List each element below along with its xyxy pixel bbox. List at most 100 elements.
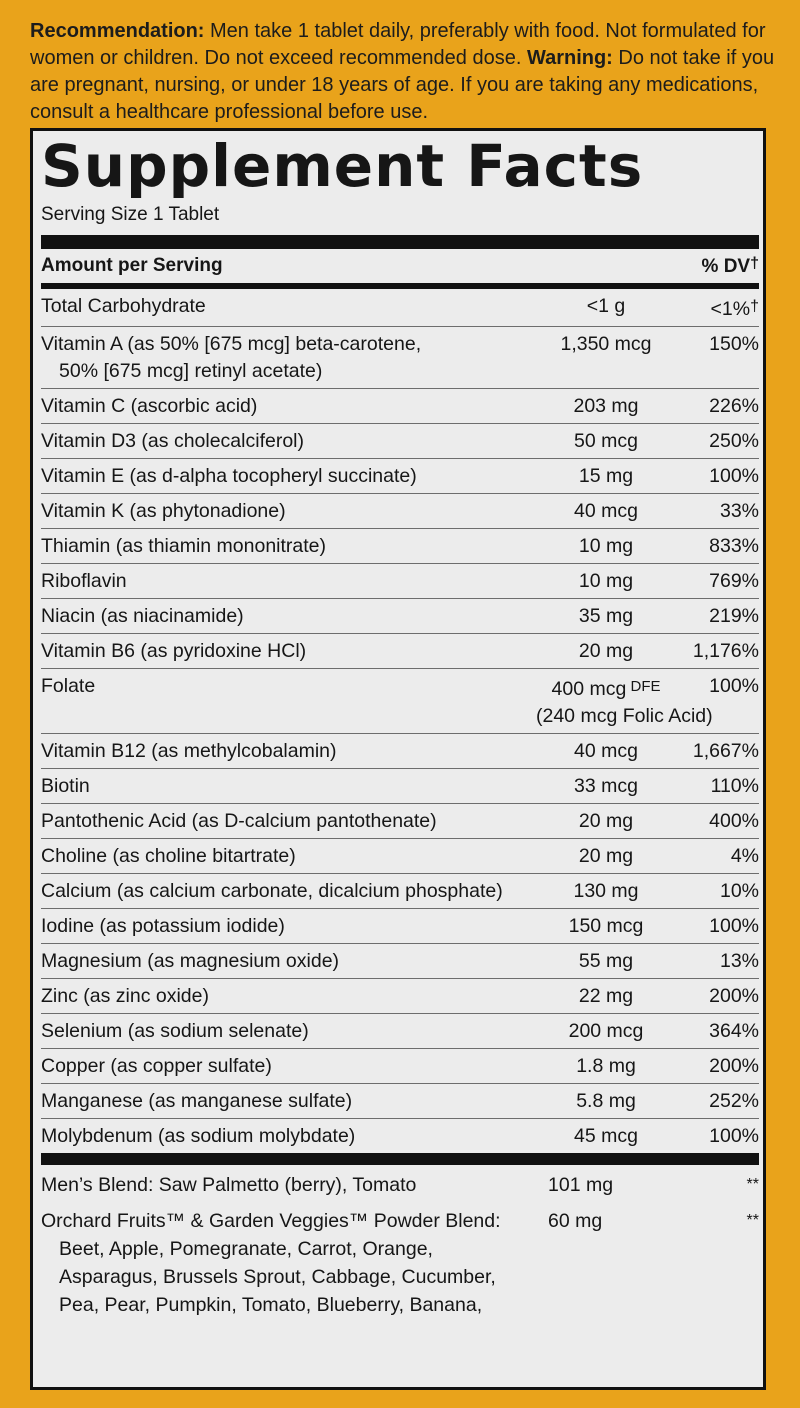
nutrient-amount-text: 20 mg: [578, 845, 634, 867]
nutrient-dv: 100%: [676, 673, 759, 730]
nutrient-name-text: Vitamin D3 (as cholecalciferol): [41, 430, 304, 452]
nutrient-dv-text: 250%: [709, 430, 759, 452]
nutrient-dv: 219%: [676, 603, 759, 630]
nutrient-name-text: Iodine (as potassium iodide): [41, 915, 285, 937]
nutrient-name: Choline (as choline bitartrate): [41, 843, 536, 870]
nutrient-dv-text: 4%: [730, 845, 759, 867]
nutrient-name: Total Carbohydrate: [41, 293, 536, 323]
blend-dv: **: [746, 1212, 759, 1229]
nutrient-amount: <1 g: [536, 293, 676, 323]
recommendation-label: Recommendation:: [30, 20, 205, 42]
nutrient-amount: 10 mg: [536, 533, 676, 560]
nutrient-dv-text: 100%: [709, 465, 759, 487]
recommendation-note: Recommendation: Men take 1 tablet daily,…: [30, 18, 780, 126]
nutrient-name-text: Total Carbohydrate: [41, 295, 206, 317]
nutrient-dv: 200%: [676, 983, 759, 1010]
nutrient-row: Vitamin B12 (as methylcobalamin) 40 mcg 1,…: [41, 734, 759, 769]
nutrient-amount-text: 33 mcg: [574, 775, 638, 797]
nutrient-name: Molybdenum (as sodium molybdate): [41, 1123, 536, 1150]
nutrient-name: Copper (as copper sulfate): [41, 1053, 536, 1080]
nutrient-dv-text: 10%: [719, 880, 759, 902]
nutrient-row: Folate 400 mcg DFE (240 mcg Folic Acid) 100…: [41, 669, 759, 734]
nutrient-amount: 200 mcg: [536, 1018, 676, 1045]
nutrient-dv: 110%: [676, 773, 759, 800]
nutrient-dv-text: 364%: [709, 1020, 759, 1042]
nutrient-dv: 33%: [676, 498, 759, 525]
nutrient-row: Zinc (as zinc oxide) 22 mg 200%: [41, 979, 759, 1014]
nutrient-name-text: Molybdenum (as sodium molybdate): [41, 1125, 356, 1147]
nutrient-name-continued: 50% [675 mcg] retinyl acetate): [59, 360, 323, 382]
nutrient-name-text: Riboflavin: [41, 570, 127, 592]
nutrient-amount-text: 15 mg: [578, 465, 634, 487]
nutrient-amount: 1,350 mcg: [536, 331, 676, 385]
nutrient-dv: 364%: [676, 1018, 759, 1045]
nutrient-amount-text: 1,350 mcg: [560, 333, 652, 355]
nutrient-amount: 33 mcg: [536, 773, 676, 800]
nutrient-name: Selenium (as sodium selenate): [41, 1018, 536, 1045]
nutrient-row: Copper (as copper sulfate) 1.8 mg 200%: [41, 1049, 759, 1084]
nutrient-dv-text: 200%: [709, 1055, 759, 1077]
nutrient-row: Vitamin E (as d-alpha tocopheryl succina…: [41, 459, 759, 494]
nutrient-name-text: Thiamin (as thiamin mononitrate): [41, 535, 327, 557]
nutrient-name-text: Vitamin B12 (as methylcobalamin): [41, 740, 337, 762]
nutrient-amount-text: 400 mcg: [551, 678, 627, 700]
nutrient-name: Folate: [41, 673, 536, 730]
divider-thick: [41, 235, 759, 249]
dagger-symbol: †: [750, 298, 759, 315]
nutrient-amount: 5.8 mg: [536, 1088, 676, 1115]
nutrient-amount: 1.8 mg: [536, 1053, 676, 1080]
amount-per-serving-header: Amount per Serving: [41, 255, 223, 276]
nutrient-name-text: Copper (as copper sulfate): [41, 1055, 272, 1077]
nutrient-row: Manganese (as manganese sulfate) 5.8 mg 25…: [41, 1084, 759, 1119]
nutrient-dv: 100%: [676, 913, 759, 940]
nutrient-amount-text: 200 mcg: [568, 1020, 644, 1042]
nutrient-name: Vitamin B6 (as pyridoxine HCl): [41, 638, 536, 665]
nutrient-name-text: Vitamin B6 (as pyridoxine HCl): [41, 640, 307, 662]
nutrient-row: Thiamin (as thiamin mononitrate) 10 mg 833…: [41, 529, 759, 564]
nutrient-amount-text: 40 mcg: [574, 740, 638, 762]
nutrient-dv-text: 400%: [709, 810, 759, 832]
blend-name-text: Orchard Fruits™ & Garden Veggies™ Powder…: [41, 1210, 501, 1232]
nutrient-name: Vitamin D3 (as cholecalciferol): [41, 428, 536, 455]
nutrient-amount: 203 mg: [536, 393, 676, 420]
nutrient-row: Vitamin B6 (as pyridoxine HCl) 20 mg 1,176…: [41, 634, 759, 669]
nutrient-amount: 150 mcg: [536, 913, 676, 940]
nutrient-name: Vitamin C (ascorbic acid): [41, 393, 536, 420]
nutrient-name-text: Magnesium (as magnesium oxide): [41, 950, 340, 972]
nutrient-name-text: Vitamin K (as phytonadione): [41, 500, 286, 522]
blend-ingredient-line: Beet, Apple, Pomegranate, Carrot, Orange…: [59, 1238, 433, 1260]
nutrient-row: Niacin (as niacinamide) 35 mg 219%: [41, 599, 759, 634]
panel-title: Supplement Facts: [41, 132, 644, 200]
nutrient-row: Riboflavin 10 mg 769%: [41, 564, 759, 599]
nutrient-amount-text: 150 mcg: [568, 915, 644, 937]
blend-amount: 101 mg: [548, 1174, 614, 1196]
nutrient-amount: 22 mg: [536, 983, 676, 1010]
nutrient-name: Vitamin E (as d-alpha tocopheryl succina…: [41, 463, 536, 490]
nutrient-amount: 20 mg: [536, 638, 676, 665]
nutrient-row: Molybdenum (as sodium molybdate) 45 mcg 10…: [41, 1119, 759, 1153]
nutrient-amount-text: 22 mg: [578, 985, 634, 1007]
nutrient-name-text: Choline (as choline bitartrate): [41, 845, 296, 867]
nutrient-name-text: Biotin: [41, 775, 90, 797]
nutrient-dv: 226%: [676, 393, 759, 420]
nutrient-row: Pantothenic Acid (as D-calcium pantothen…: [41, 804, 759, 839]
nutrient-name: Thiamin (as thiamin mononitrate): [41, 533, 536, 560]
nutrient-dv: <1%†: [676, 293, 759, 323]
nutrient-name-text: Niacin (as niacinamide): [41, 605, 244, 627]
nutrient-dv-text: 833%: [709, 535, 759, 557]
nutrient-name: Pantothenic Acid (as D-calcium pantothen…: [41, 808, 536, 835]
nutrient-amount: 40 mcg: [536, 738, 676, 765]
nutrient-row: Vitamin A (as 50% [675 mcg] beta-caroten…: [41, 327, 759, 389]
nutrient-dv: 150%: [676, 331, 759, 385]
nutrient-row: Iodine (as potassium iodide) 150 mcg 100%: [41, 909, 759, 944]
nutrient-amount: 55 mg: [536, 948, 676, 975]
nutrient-dv-text: 252%: [709, 1090, 759, 1112]
nutrient-name-text: Folate: [41, 675, 96, 697]
nutrient-dv: 252%: [676, 1088, 759, 1115]
nutrient-dv-text: 1,176%: [692, 640, 759, 662]
nutrient-name-text: Manganese (as manganese sulfate): [41, 1090, 353, 1112]
nutrient-amount-detail: (240 mcg Folic Acid): [536, 705, 713, 727]
nutrient-dv: 1,176%: [676, 638, 759, 665]
nutrient-amount-text: 45 mcg: [574, 1125, 638, 1147]
blend-name-text: Men’s Blend: Saw Palmetto (berry), Tomat…: [41, 1174, 417, 1196]
